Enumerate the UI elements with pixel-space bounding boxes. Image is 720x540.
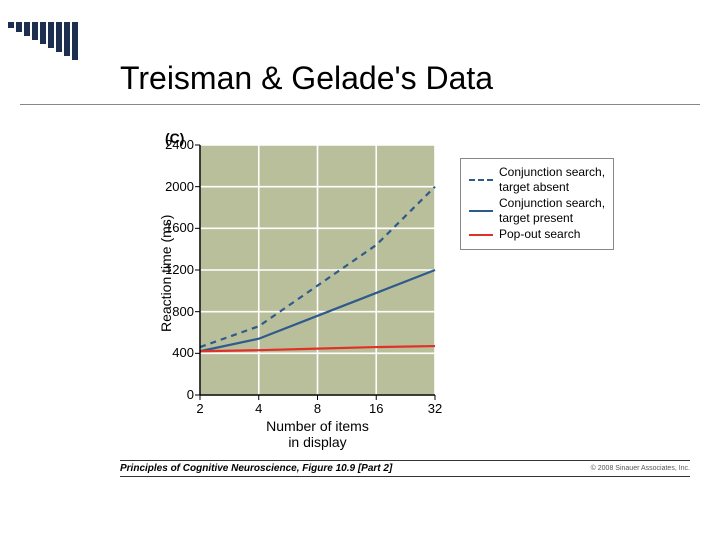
legend-label: Conjunction search,target absent bbox=[499, 165, 605, 195]
y-tick-label: 800 bbox=[160, 304, 194, 319]
legend-label: Pop-out search bbox=[499, 227, 580, 242]
legend-swatch bbox=[469, 210, 493, 212]
figure-caption: Principles of Cognitive Neuroscience, Fi… bbox=[120, 460, 690, 477]
x-tick-label: 2 bbox=[188, 401, 212, 416]
x-tick-label: 16 bbox=[364, 401, 388, 416]
caption-copyright: © 2008 Sinauer Associates, Inc. bbox=[591, 465, 690, 472]
y-tick-label: 400 bbox=[160, 345, 194, 360]
legend-label: Conjunction search,target present bbox=[499, 196, 605, 226]
legend-swatch bbox=[469, 179, 493, 181]
legend-item: Pop-out search bbox=[469, 227, 605, 242]
legend: Conjunction search,target absentConjunct… bbox=[460, 158, 614, 250]
y-tick-label: 2400 bbox=[160, 137, 194, 152]
caption-source: Principles of Cognitive Neuroscience, Fi… bbox=[120, 463, 392, 474]
x-tick-label: 8 bbox=[306, 401, 330, 416]
legend-swatch bbox=[469, 234, 493, 236]
legend-item: Conjunction search,target present bbox=[469, 196, 605, 226]
legend-item: Conjunction search,target absent bbox=[469, 165, 605, 195]
slide-title: Treisman & Gelade's Data bbox=[120, 60, 493, 97]
x-tick-label: 32 bbox=[423, 401, 447, 416]
y-tick-label: 1200 bbox=[160, 262, 194, 277]
y-tick-label: 0 bbox=[160, 387, 194, 402]
slide-decor-bars bbox=[8, 22, 78, 60]
title-underline bbox=[20, 104, 700, 105]
y-tick-label: 1600 bbox=[160, 220, 194, 235]
x-axis-label: Number of itemsin display bbox=[200, 418, 435, 450]
x-tick-label: 4 bbox=[247, 401, 271, 416]
y-tick-label: 2000 bbox=[160, 179, 194, 194]
reaction-time-chart bbox=[200, 145, 435, 395]
x-axis-label-text: Number of itemsin display bbox=[266, 418, 369, 450]
